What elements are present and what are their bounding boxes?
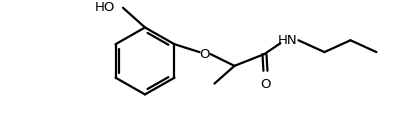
Text: HO: HO	[95, 1, 115, 14]
Text: O: O	[260, 78, 271, 91]
Text: O: O	[199, 48, 210, 60]
Text: HN: HN	[278, 34, 297, 47]
